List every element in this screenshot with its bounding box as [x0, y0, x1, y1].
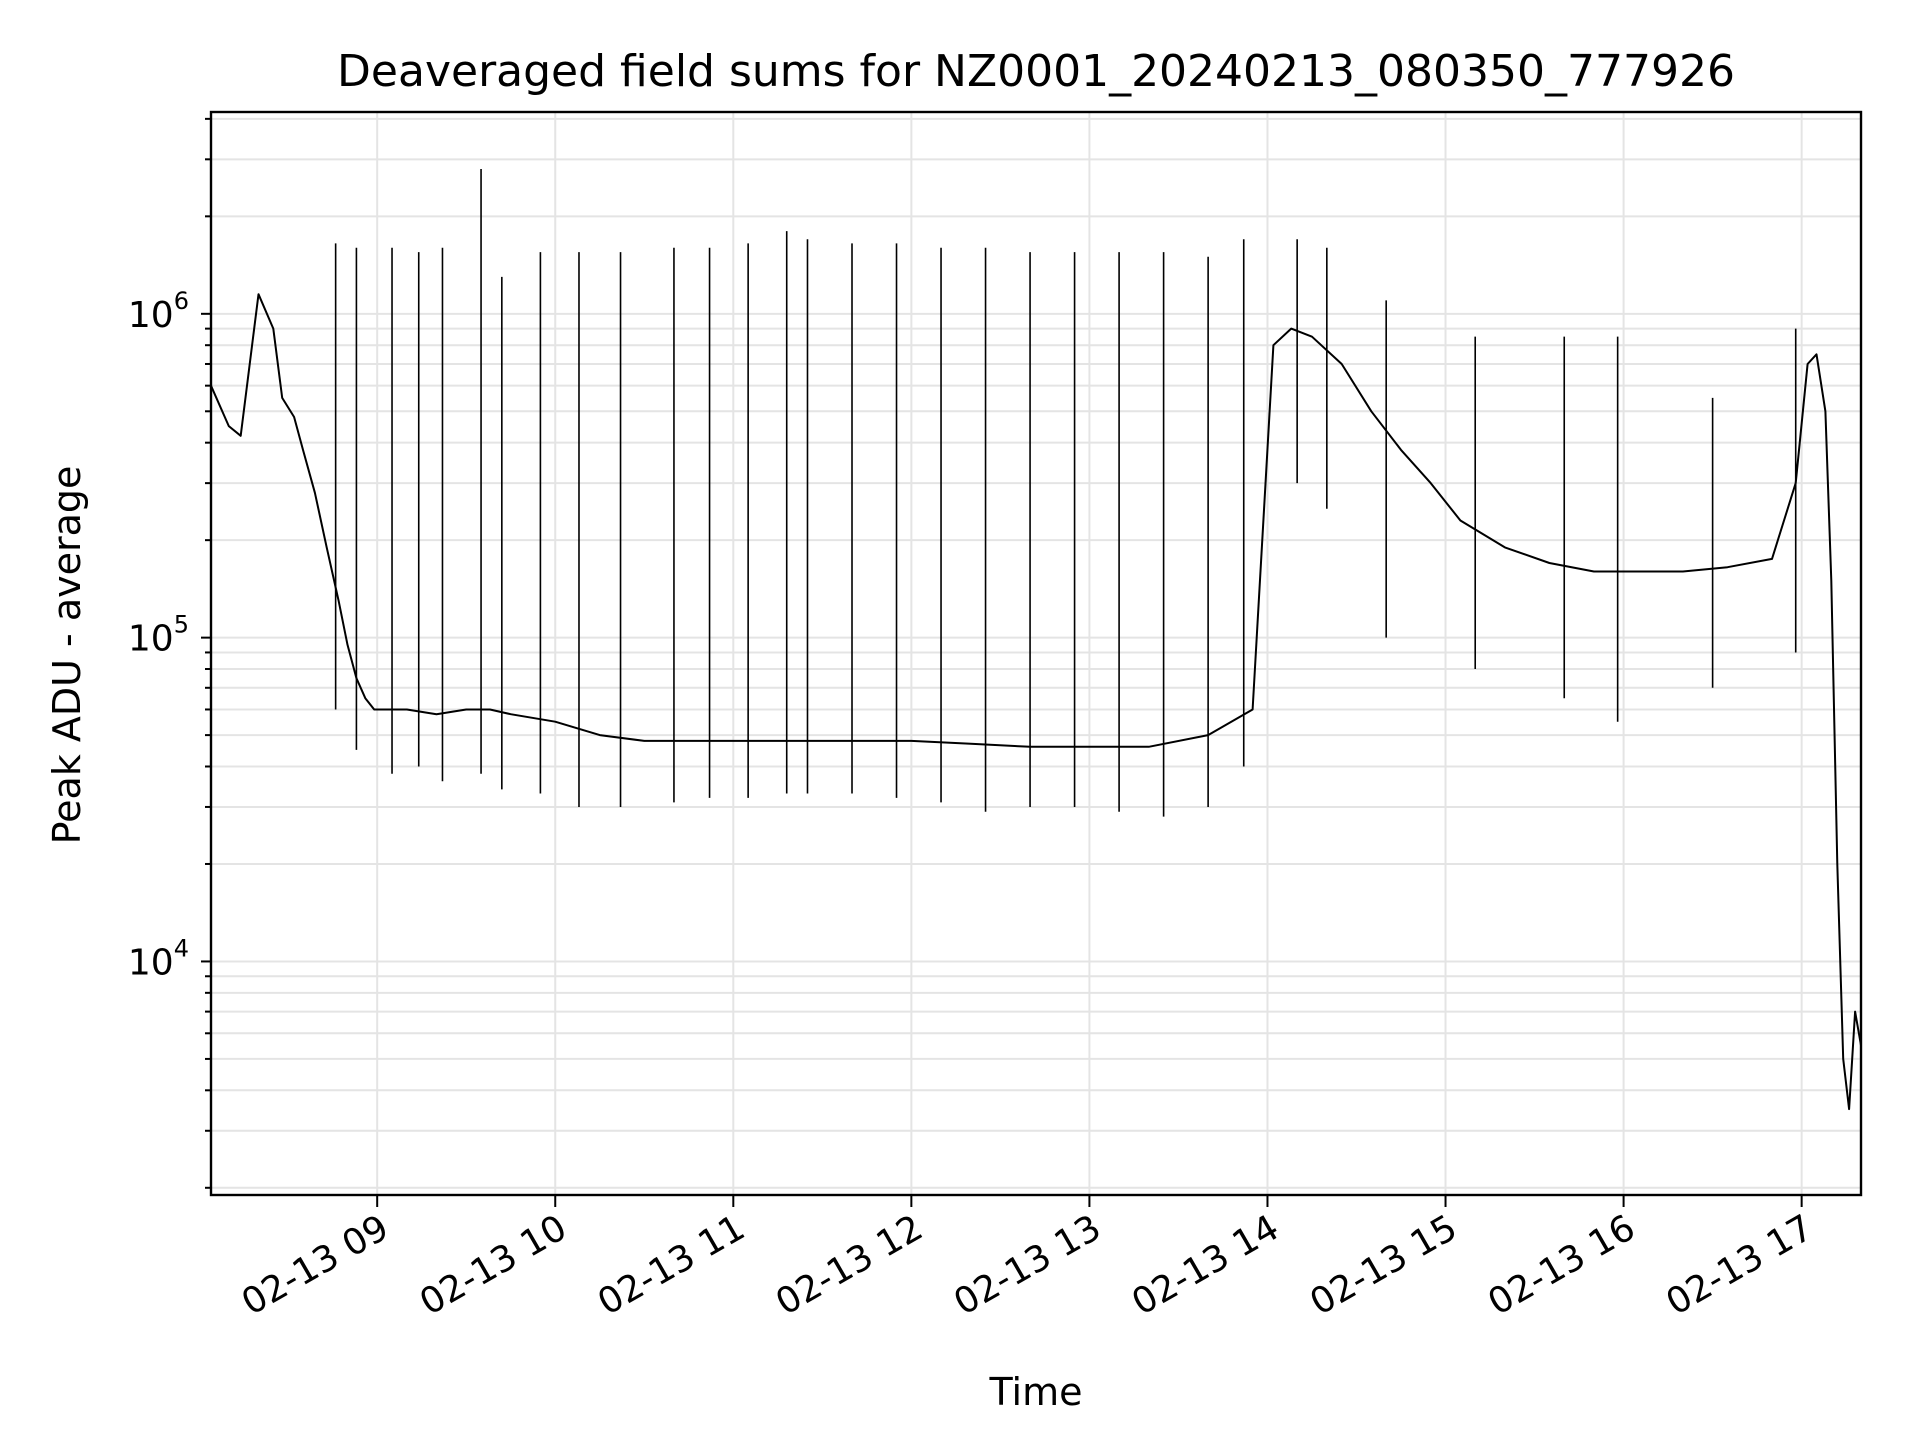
- x-axis: 02-13 09 02-13 10 02-13 11 02-13 12 02-13 13…: [235, 1195, 1820, 1324]
- x-tick-label: 02-13 12: [769, 1207, 930, 1323]
- y-tick-label: 104: [128, 934, 189, 983]
- plot-frame: [209, 110, 1863, 1197]
- series-line: [210, 293, 1862, 1111]
- x-tick-label: 02-13 09: [235, 1207, 396, 1323]
- chart-title: Deaveraged field sums for NZ0001_2024021…: [337, 46, 1735, 97]
- x-tick-label: 02-13 15: [1303, 1207, 1464, 1323]
- grid-lines: [211, 112, 1861, 1195]
- y-tick-label: 105: [128, 611, 189, 660]
- x-tick-label: 02-13 14: [1125, 1207, 1286, 1323]
- y-axis: 104 105 106: [128, 117, 211, 1189]
- y-axis-label: Peak ADU - average: [45, 466, 89, 845]
- x-axis-label: Time: [989, 1370, 1083, 1414]
- plot-area: [210, 169, 1862, 1111]
- y-tick-label: 106: [128, 287, 189, 336]
- x-tick-label: 02-13 16: [1481, 1207, 1642, 1323]
- x-tick-label: 02-13 13: [947, 1207, 1108, 1323]
- x-tick-label: 02-13 11: [591, 1207, 752, 1323]
- x-tick-label: 02-13 17: [1659, 1207, 1820, 1323]
- x-tick-label: 02-13 10: [413, 1207, 574, 1323]
